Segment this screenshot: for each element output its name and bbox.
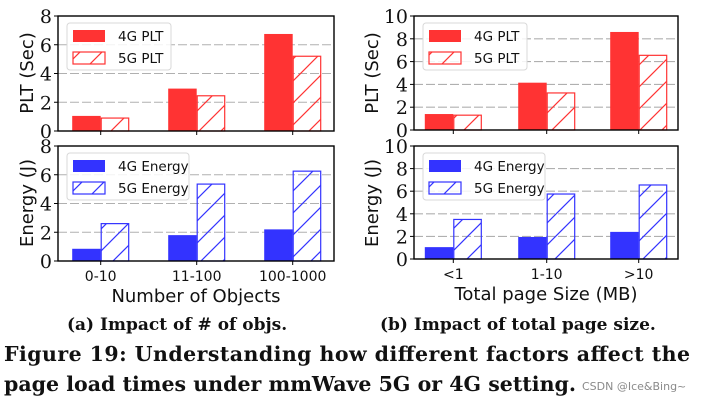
watermark: CSDN @Ice&Bing~ [582,380,686,393]
figure-caption-line2: page load times under mmWave 5G or 4G se… [4,372,576,396]
y-tick-label: 4 [396,74,408,96]
y-tick-label: 6 [396,52,408,74]
x-axis-label: Total page Size (MB) [453,284,637,305]
y-tick-label: 4 [40,64,52,86]
bar-5g-energy-1 [196,183,226,262]
bar-4g-plt-1 [518,82,547,130]
bar-4g-energy-0 [424,247,454,259]
y-tick-label: 8 [40,136,52,158]
bar-5g-plt-2 [638,54,668,131]
bar-5g-plt-1 [546,92,576,131]
legend-label: 5G Energy [118,181,189,197]
x-axis-label: Number of Objects [111,286,280,307]
x-tick-label: <1 [443,267,464,283]
bar-5g-energy-2 [638,184,668,260]
legend-label: 4G PLT [118,29,164,45]
y-tick-label: 4 [40,194,52,216]
legend-label: 5G PLT [474,51,520,67]
legend-label: 5G Energy [474,181,545,197]
bar-5g-plt-0 [100,117,130,132]
bar-4g-energy-1 [168,235,197,261]
legend-swatch-5g-energy [428,181,462,195]
y-axis-label: PLT (Sec) [362,32,383,114]
axes-frame [413,15,679,131]
legend-label: 4G Energy [474,159,545,175]
y-tick-label: 8 [396,29,408,51]
y-tick-label: 6 [40,35,52,57]
axes-frame [413,145,679,260]
bar-4g-energy-0 [72,248,101,261]
y-tick-label: 6 [396,181,408,203]
bar-4g-energy-2 [610,231,639,259]
y-axis-label: Energy (J) [362,159,383,247]
y-tick-label: 2 [40,222,52,244]
legend-label: 5G PLT [118,51,164,67]
x-tick-label: >10 [624,267,654,283]
bar-5g-energy-0 [100,223,130,262]
legend-swatch-4g-plt [429,30,461,42]
y-tick-label: 2 [396,97,408,119]
bar-4g-energy-1 [518,236,547,259]
x-tick-label: 11-100 [172,269,222,285]
legend-swatch-4g-energy [429,160,461,172]
y-tick-label: 10 [384,136,408,158]
y-tick-label: 0 [396,120,408,142]
bar-4g-plt-0 [424,114,454,130]
bar-5g-energy-1 [546,193,576,260]
legend-swatch-4g-energy [73,160,105,172]
y-tick-label: 0 [40,251,52,273]
y-axis-label: PLT (Sec) [17,32,38,114]
legend-swatch-4g-plt [73,30,105,42]
y-axis-label: Energy (J) [17,159,38,247]
y-tick-label: 2 [40,92,52,114]
bar-4g-plt-1 [168,88,197,131]
subcaption-b: (b) Impact of total page size. [380,315,656,335]
y-tick-label: 6 [40,165,52,187]
y-tick-label: 2 [396,226,408,248]
bar-5g-plt-2 [292,55,322,132]
bar-4g-plt-2 [264,33,293,131]
figure-caption-line1: Figure 19: Understanding how different f… [4,342,690,366]
y-tick-label: 10 [384,6,408,28]
bar-4g-plt-0 [72,115,101,131]
bar-5g-energy-0 [453,218,482,260]
bar-4g-energy-2 [264,229,293,261]
legend-swatch-5g-plt [72,51,106,65]
y-tick-label: 4 [396,204,408,226]
y-tick-label: 0 [40,121,52,143]
subcaption-a: (a) Impact of # of objs. [67,315,287,335]
x-tick-label: 100-1000 [259,269,326,285]
y-tick-label: 8 [40,6,52,28]
bar-5g-plt-0 [453,114,482,131]
x-tick-label: 1-10 [531,267,563,283]
legend-label: 4G PLT [474,29,520,45]
y-tick-label: 8 [396,159,408,181]
y-tick-label: 0 [396,249,408,271]
bar-5g-plt-1 [196,95,226,132]
legend-swatch-5g-plt [428,51,462,65]
legend-label: 4G Energy [118,159,189,175]
legend-swatch-5g-energy [72,181,106,195]
bar-5g-energy-2 [292,170,322,262]
x-tick-label: 0-10 [85,269,117,285]
bar-4g-plt-2 [610,31,639,130]
